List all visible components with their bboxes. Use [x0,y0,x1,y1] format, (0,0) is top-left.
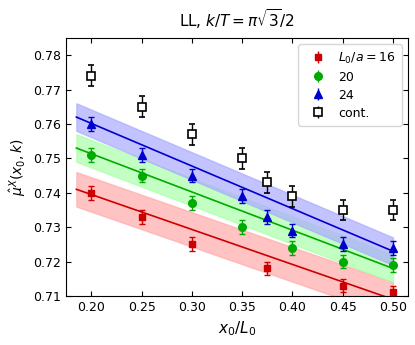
Legend: $L_0/a = 16$, 20, 24, cont.: $L_0/a = 16$, 20, 24, cont. [298,44,402,126]
X-axis label: $x_0/L_0$: $x_0/L_0$ [218,319,256,338]
Title: LL, $k/T = \pi\sqrt{3}/2$: LL, $k/T = \pi\sqrt{3}/2$ [179,7,295,31]
Y-axis label: $\hat{\mu}^X(x_0, k)$: $\hat{\mu}^X(x_0, k)$ [7,138,28,196]
